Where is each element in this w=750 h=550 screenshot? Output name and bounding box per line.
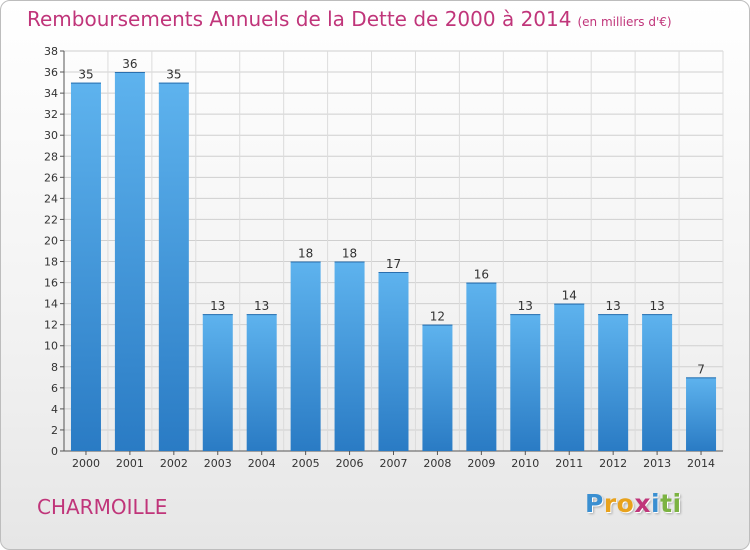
x-tick-label: 2011 (555, 457, 583, 470)
y-tick-label: 22 (44, 213, 58, 226)
y-tick-label: 24 (44, 192, 58, 205)
bar (70, 82, 101, 451)
y-tick-label: 10 (44, 340, 58, 353)
data-label: 13 (649, 299, 664, 313)
proxiti-logo: Proxiti (585, 489, 682, 518)
logo-letter: t (660, 489, 673, 518)
bar (290, 261, 321, 451)
logo-letter: x (634, 489, 651, 518)
y-tick-label: 2 (51, 424, 58, 437)
logo-letter: i (672, 489, 682, 518)
bar (422, 324, 453, 451)
y-tick-label: 18 (44, 256, 58, 269)
y-tick-label: 28 (44, 150, 58, 163)
commune-name: CHARMOILLE (37, 495, 168, 519)
chart-title-text: Remboursements Annuels de la Dette de 20… (27, 7, 572, 31)
x-tick-label: 2012 (599, 457, 627, 470)
x-tick-label: 2008 (423, 457, 451, 470)
x-tick-label: 2000 (72, 457, 100, 470)
x-tick-label: 2002 (160, 457, 188, 470)
data-label: 14 (562, 289, 577, 303)
bar (202, 314, 233, 451)
data-label: 12 (430, 310, 445, 324)
logo-letter: r (603, 489, 617, 518)
bar (114, 72, 145, 451)
bar (246, 314, 277, 451)
data-label: 13 (210, 299, 225, 313)
data-label: 13 (518, 299, 533, 313)
bar (642, 314, 673, 451)
data-label: 16 (474, 268, 489, 282)
chart-title: Remboursements Annuels de la Dette de 20… (27, 7, 672, 31)
data-label: 35 (166, 68, 181, 82)
y-tick-label: 14 (44, 298, 58, 311)
logo-letter: o (616, 489, 635, 518)
bar (378, 272, 409, 451)
x-tick-label: 2014 (687, 457, 715, 470)
bar (686, 377, 717, 451)
y-tick-label: 8 (51, 361, 58, 374)
x-tick-label: 2001 (116, 457, 144, 470)
x-tick-label: 2006 (336, 457, 364, 470)
data-label: 13 (606, 299, 621, 313)
y-tick-label: 4 (51, 403, 58, 416)
y-tick-label: 38 (44, 45, 58, 58)
y-tick-label: 20 (44, 234, 58, 247)
data-label: 13 (254, 299, 269, 313)
bar (334, 261, 365, 451)
logo-letter: i (651, 489, 661, 518)
bar (158, 82, 189, 451)
y-tick-label: 16 (44, 277, 58, 290)
data-label: 7 (697, 362, 705, 376)
y-tick-label: 34 (44, 87, 58, 100)
data-label: 17 (386, 257, 401, 271)
bar (510, 314, 541, 451)
bar (466, 282, 497, 451)
x-tick-label: 2004 (248, 457, 276, 470)
y-tick-label: 0 (51, 445, 58, 458)
bar (598, 314, 629, 451)
y-tick-label: 6 (51, 382, 58, 395)
y-tick-label: 30 (44, 129, 58, 142)
y-tick-label: 32 (44, 108, 58, 121)
bar (554, 303, 585, 451)
logo-letter: P (585, 489, 604, 518)
y-tick-label: 36 (44, 66, 58, 79)
data-label: 18 (298, 247, 313, 261)
x-tick-label: 2007 (380, 457, 408, 470)
x-tick-label: 2003 (204, 457, 232, 470)
y-tick-label: 12 (44, 319, 58, 332)
x-tick-label: 2009 (467, 457, 495, 470)
y-tick-label: 26 (44, 171, 58, 184)
x-tick-label: 2010 (511, 457, 539, 470)
data-label: 18 (342, 247, 357, 261)
chart-unit: (en milliers d'€) (577, 15, 672, 29)
x-tick-label: 2005 (292, 457, 320, 470)
x-tick-label: 2013 (643, 457, 671, 470)
data-label: 36 (122, 57, 137, 71)
data-label: 35 (78, 68, 93, 82)
